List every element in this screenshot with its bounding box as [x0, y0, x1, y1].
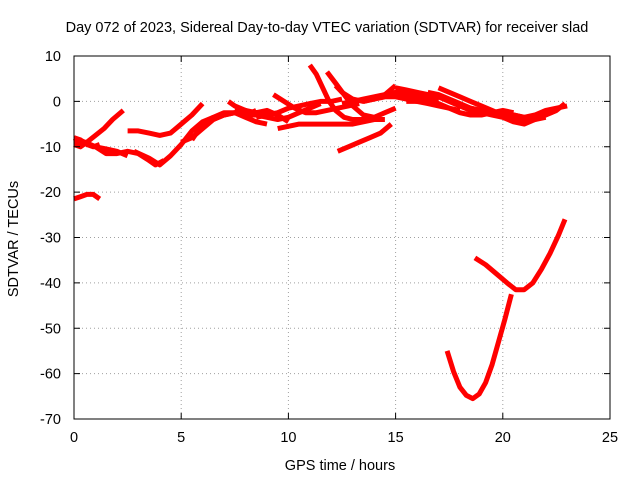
series-pass-19 — [336, 122, 393, 154]
plot-frame — [73, 55, 611, 420]
x-tick-label: 20 — [495, 430, 511, 446]
y-tick-label: -60 — [40, 367, 61, 383]
series-pass-06 — [127, 101, 205, 138]
y-tick-label: -70 — [40, 412, 61, 428]
series-pass-04 — [73, 191, 102, 202]
series-pass-12 — [234, 101, 322, 122]
x-tick-label: 0 — [70, 430, 78, 446]
y-axis-label: SDTVAR / TECUs — [6, 181, 22, 297]
series-pass-16 — [307, 63, 375, 122]
series-pass-20 — [341, 89, 440, 107]
y-tick-label: -40 — [40, 276, 61, 292]
x-tick-label: 5 — [177, 430, 185, 446]
series-pass-28 — [512, 103, 568, 120]
tick-labels: 0 5 10 15 20 25 10 0 -10 -20 -30 -40 -50 -60 -70 — [40, 49, 618, 446]
series-pass-05 — [73, 135, 129, 159]
series-pass-27 — [491, 108, 558, 127]
y-tick-label: -10 — [40, 140, 61, 156]
chart-title: Day 072 of 2023, Sidereal Day-to-day VTE… — [66, 20, 589, 36]
x-tick-label: 15 — [388, 430, 404, 446]
y-tick-label: -30 — [40, 231, 61, 247]
plot-series — [73, 63, 568, 402]
series-pass-14 — [272, 92, 360, 116]
y-tick-label: -20 — [40, 185, 61, 201]
series-pass-01 — [73, 108, 125, 150]
y-tick-label: 10 — [45, 49, 61, 65]
x-axis-label: GPS time / hours — [285, 458, 395, 474]
y-tick-label: -50 — [40, 321, 61, 337]
series-pass-30 — [473, 218, 568, 293]
x-tick-label: 10 — [280, 430, 296, 446]
series-pass-29 — [444, 293, 514, 402]
y-tick-label: 0 — [53, 94, 61, 110]
x-tick-label: 25 — [602, 430, 618, 446]
